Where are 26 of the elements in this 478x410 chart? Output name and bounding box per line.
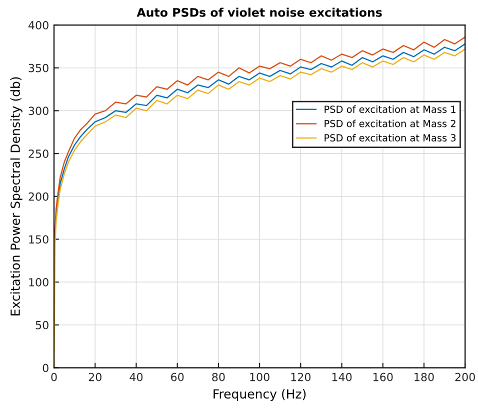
x-tick-label: 0 xyxy=(51,372,57,382)
x-tick-label: 100 xyxy=(250,372,270,382)
x-tick-label: 180 xyxy=(414,372,434,382)
x-tick-label: 160 xyxy=(373,372,393,382)
x-tick-label: 120 xyxy=(291,372,311,382)
y-tick-label: 350 xyxy=(28,64,48,72)
legend-label: PSD of excitation at Mass 3 xyxy=(324,134,456,142)
y-tick-label: 300 xyxy=(28,106,48,116)
x-tick-label: 80 xyxy=(212,372,225,382)
y-tick-label: 250 xyxy=(28,150,48,158)
x-tick-label: 40 xyxy=(130,372,143,382)
y-tick-label: 400 xyxy=(28,20,48,30)
x-tick-label: 200 xyxy=(455,372,475,382)
x-axis-title: Frequency (Hz) xyxy=(214,388,306,402)
y-tick-label: 0 xyxy=(42,364,48,372)
legend-label: PSD of excitation at Mass 1 xyxy=(324,105,456,113)
x-tick-label: 60 xyxy=(171,372,184,382)
y-tick-label: 100 xyxy=(29,278,48,286)
legend-label: PSD of excitation at Mass 2 xyxy=(324,120,456,128)
y-axis-title: Excitation Power Spectral Density (db) xyxy=(10,77,22,316)
y-tick-label: 50 xyxy=(36,320,48,330)
y-tick-label: 200 xyxy=(28,192,48,201)
x-tick-label: 20 xyxy=(88,372,102,382)
chart-title: Auto PSDs of violet noise excitations xyxy=(136,8,382,17)
x-tick-label: 140 xyxy=(332,372,352,382)
y-tick-label: 150 xyxy=(29,235,48,244)
